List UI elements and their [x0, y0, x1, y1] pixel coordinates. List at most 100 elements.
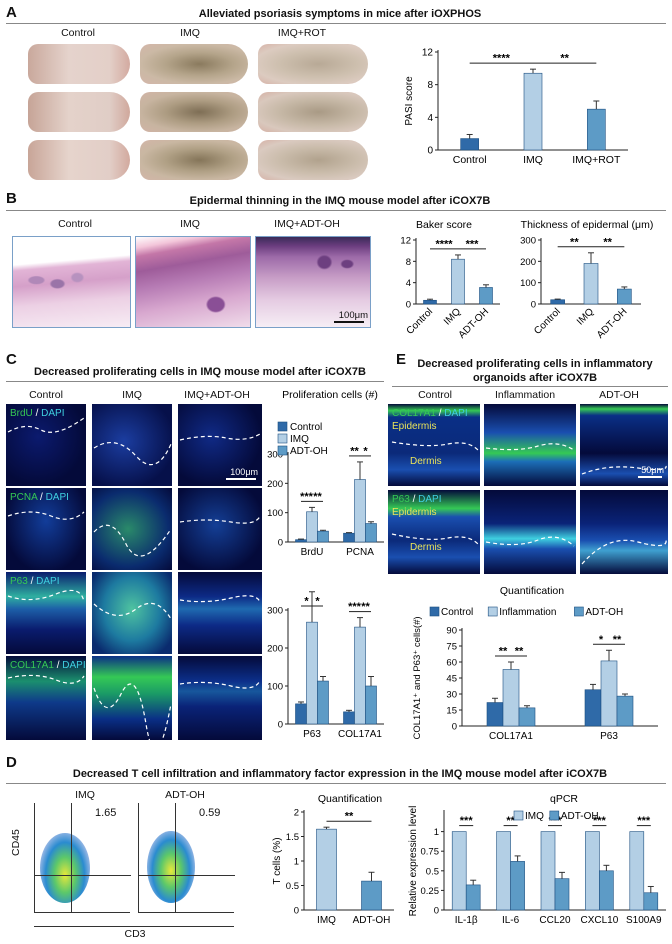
x-tick-label: BrdU	[301, 547, 324, 558]
flow-cloud-imq	[40, 833, 90, 903]
chart-title: Thickness of epidermal (μm)	[521, 219, 654, 231]
x-tick-label: COL17A1	[489, 731, 533, 742]
bar	[617, 288, 632, 305]
bar	[554, 878, 570, 911]
y-tick-label: 0	[294, 906, 299, 917]
micro-p63-control: P63 / DAPI	[6, 572, 86, 654]
p63-dapi-tag: P63 / DAPI	[10, 576, 60, 587]
x-tick-label: CCL20	[539, 915, 571, 926]
y-tick-label: 0	[278, 538, 283, 549]
x-tick-label: ADT-OH	[353, 915, 391, 926]
y-tick-label: 0.25	[421, 886, 440, 897]
bar	[629, 831, 645, 911]
flow-xlabel: CD3	[124, 928, 146, 940]
bar	[510, 861, 525, 911]
bar	[343, 711, 355, 725]
y-tick-label: 0.75	[421, 847, 440, 858]
significance-label: ***	[466, 238, 480, 250]
bar	[616, 695, 634, 727]
mouse-imqrot-2	[258, 92, 368, 132]
significance-label: **	[499, 646, 508, 658]
panel-e-title-line1: Decreased proliferating cells in inflamm…	[417, 358, 653, 370]
y-tick-label: 0.5	[286, 881, 299, 892]
thickness-chart: Thickness of epidermal (μm) 0 100 200 300 Con…	[520, 219, 654, 341]
y-axis-label: Relative expression level	[408, 806, 419, 917]
micro-e-p63-adtoh	[580, 490, 668, 574]
histology-imq	[135, 236, 251, 328]
flow-label-imq: IMQ	[75, 789, 95, 801]
panel-e-divider	[392, 386, 668, 387]
mouse-control-1	[28, 44, 130, 84]
y-axis-label: T cells (%)	[272, 837, 283, 884]
legend-swatch	[429, 606, 440, 617]
bar	[365, 523, 377, 543]
x-tick-label: IL-1β	[455, 915, 478, 926]
panel-d-divider	[6, 783, 666, 784]
y-tick-label: 200	[267, 644, 283, 655]
panel-b-letter: B	[6, 190, 17, 207]
legend-label: IMQ	[290, 434, 309, 445]
fluorescence-grid-c: BrdU / DAPI 100μm PCNA / DAPI P63 / DAPI…	[6, 404, 262, 740]
y-tick-label: 8	[427, 80, 433, 91]
micro-scale-label: 100μm	[230, 467, 258, 477]
panel-c-title: Decreased proliferating cells in IMQ mou…	[34, 366, 366, 378]
brdu-dapi-tag: BrdU / DAPI	[10, 408, 65, 419]
panel-e-label-adtoh: ADT-OH	[599, 389, 639, 401]
epidermis-boundaries	[7, 417, 261, 740]
panel-c-label-imq: IMQ	[122, 389, 142, 401]
y-tick-label: 45	[446, 674, 457, 685]
y-tick-label: 100	[267, 508, 283, 519]
micro-col17a1-imqadt	[178, 656, 262, 740]
flow-gate-v-adtoh	[175, 803, 176, 913]
fluorescence-grid-e: COL17A1 / DAPI Epidermis Dermis 50μm P63…	[388, 404, 668, 574]
y-tick-label: 4	[406, 278, 411, 289]
flow-cloud-adtoh	[147, 831, 195, 903]
y-tick-label: 300	[520, 236, 536, 247]
mouse-imqrot-3	[258, 140, 368, 180]
panel-e-title-line2: organoids after iCOX7B	[472, 372, 598, 384]
panel-d-letter: D	[6, 754, 17, 771]
x-tick-label: IMQ+ROT	[572, 154, 621, 166]
panel-e-letter: E	[396, 351, 407, 368]
micro-brdu-imq	[92, 404, 172, 486]
y-tick-label: 300	[267, 606, 283, 617]
y-tick-label: 12	[400, 236, 411, 247]
micro-scale-bar	[226, 478, 256, 480]
bar	[486, 702, 504, 727]
x-tick-label: CXCL10	[580, 915, 618, 926]
bar	[583, 263, 599, 305]
micro-e-col17a1-control: COL17A1 / DAPI Epidermis Dermis	[388, 404, 480, 486]
significance-label: **	[613, 634, 622, 646]
bar	[343, 532, 355, 543]
significance-label: *	[599, 634, 604, 646]
y-tick-label: 8	[406, 257, 411, 268]
y-tick-label: 12	[422, 48, 434, 59]
chart-title: qPCR	[550, 793, 578, 805]
micro-col17a1-imq	[92, 656, 172, 740]
significance-label: *	[304, 596, 309, 608]
legend-swatch	[513, 810, 524, 821]
mouse-control-3	[28, 140, 130, 180]
significance-label: **	[345, 811, 354, 823]
legend-label: ADT-OH	[290, 446, 328, 457]
panel-e-label-control: Control	[418, 389, 452, 401]
y-tick-label: 1	[294, 857, 299, 868]
legend-swatch	[277, 421, 288, 432]
epidermis-label-1: Epidermis	[392, 421, 437, 432]
flow-plot-imq: 1.65	[34, 803, 131, 913]
flow-gate-v-imq	[71, 803, 72, 913]
y-tick-label: 0.5	[426, 866, 439, 877]
bar	[451, 831, 467, 911]
bar	[643, 892, 659, 911]
legend-label: IMQ	[525, 811, 544, 822]
significance-label: **	[506, 815, 515, 827]
significance-label: **	[603, 236, 612, 248]
flow-gate-h-adtoh	[139, 875, 235, 876]
x-tick-label: IMQ	[317, 915, 336, 926]
y-tick-label: 15	[446, 706, 457, 717]
panel-c-letter: C	[6, 351, 17, 368]
x-tick-label: IMQ	[523, 154, 543, 166]
flow-value-imq: 1.65	[95, 807, 117, 819]
mouse-imq-3	[140, 140, 248, 180]
